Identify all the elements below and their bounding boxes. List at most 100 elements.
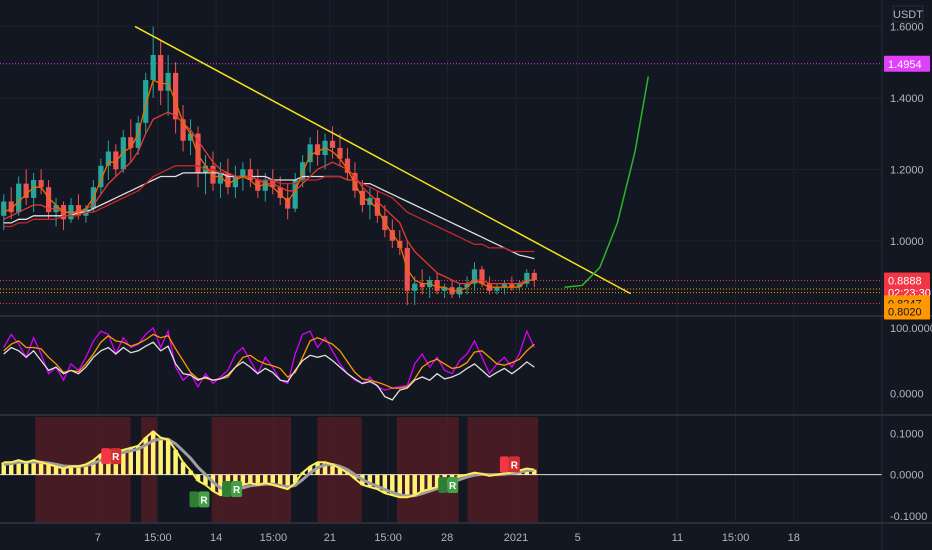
stochastic-panel xyxy=(3,326,535,401)
grid-lines xyxy=(0,0,882,522)
candle-17 xyxy=(128,119,134,163)
time-tick-label: 2021 xyxy=(504,532,528,544)
stoch-line-0 xyxy=(3,326,535,391)
candle-2 xyxy=(16,176,22,216)
candle-body xyxy=(172,72,179,120)
signal-badge xyxy=(447,476,459,493)
candle-body xyxy=(501,283,508,288)
candle-body xyxy=(187,133,194,141)
candle-34 xyxy=(255,169,261,198)
moving-average-0 xyxy=(3,172,535,260)
signal-label: R xyxy=(112,452,120,463)
candle-body xyxy=(479,269,485,284)
candle-body xyxy=(524,272,530,284)
candle-14 xyxy=(105,140,111,181)
candle-18 xyxy=(135,115,141,156)
chart-drawings[interactable] xyxy=(134,25,650,295)
signal-marker-4: R xyxy=(499,456,520,473)
price-tag-label: 1.4954 xyxy=(888,59,922,71)
candle-70 xyxy=(524,269,530,288)
candle-45 xyxy=(337,133,343,166)
candle-body xyxy=(113,151,119,170)
candle-63 xyxy=(471,262,478,291)
candle-body xyxy=(314,144,321,156)
candle-body xyxy=(143,80,149,123)
moving-average-2 xyxy=(3,111,535,285)
candle-20 xyxy=(150,26,156,98)
horizontal-levels xyxy=(0,63,882,304)
candle-1 xyxy=(8,187,14,220)
candle-body xyxy=(38,180,44,188)
candle-21 xyxy=(158,40,164,106)
candle-body xyxy=(135,122,141,148)
signal-icon xyxy=(101,448,111,465)
candle-body xyxy=(412,283,418,291)
time-tick-label: 11 xyxy=(672,532,683,544)
candle-body xyxy=(180,119,186,141)
signal-badge xyxy=(508,456,520,473)
time-tick-label: 18 xyxy=(788,532,800,544)
candle-6 xyxy=(45,180,52,220)
signal-icon xyxy=(438,476,448,493)
candle-body xyxy=(247,169,253,181)
candle-28 xyxy=(210,151,216,191)
osc-tick-label: 0.1000 xyxy=(890,428,924,440)
candle-body xyxy=(240,169,246,177)
signal-label: R xyxy=(233,485,241,496)
candle-body xyxy=(75,205,82,216)
candle-body xyxy=(277,187,283,198)
candle-body xyxy=(352,172,358,191)
candle-body xyxy=(509,283,515,288)
osc-tick-label: -0.1000 xyxy=(890,511,927,523)
stoch-tick-label: 100.0000 xyxy=(890,323,932,335)
candle-69 xyxy=(516,280,522,291)
osc-tick-label: 0.0000 xyxy=(890,470,924,482)
candle-body xyxy=(23,183,29,198)
time-axis[interactable]: 7 15:00 14 15:00 21 15:00 28 2021 5 11 15:00 18 xyxy=(95,532,800,544)
candle-body xyxy=(217,172,224,184)
price-tag-background xyxy=(884,303,930,320)
candle-5 xyxy=(38,169,44,195)
candle-body xyxy=(464,283,470,288)
signal-marker-0: R xyxy=(101,448,122,465)
candle-body xyxy=(128,137,134,148)
price-tag-label: 0.8020 xyxy=(888,306,922,318)
candle-25 xyxy=(187,119,194,156)
signal-marker-2: R xyxy=(222,481,243,498)
price-axis[interactable]: 1.6000 1.4000 1.2000 1.0000 100.0000 0.0000 0.… xyxy=(890,21,932,522)
time-tick-label: 7 xyxy=(95,532,101,544)
moving-averages xyxy=(3,79,535,292)
candle-body xyxy=(337,147,343,159)
candle-33 xyxy=(247,158,253,188)
signal-icon xyxy=(499,456,509,473)
price-tag-background xyxy=(884,55,930,72)
price-tick-label: 1.0000 xyxy=(890,236,924,248)
candle-body xyxy=(210,165,216,184)
candle-59 xyxy=(441,283,448,298)
candle-body xyxy=(307,144,313,163)
candle-body xyxy=(344,158,351,173)
candle-22 xyxy=(165,55,171,116)
candle-46 xyxy=(344,147,351,181)
signal-label: R xyxy=(511,460,519,471)
signal-markers: R R R R R xyxy=(101,448,520,508)
candle-37 xyxy=(277,176,283,206)
candle-body xyxy=(150,55,156,81)
candle-71 xyxy=(531,269,537,288)
candle-body xyxy=(471,269,478,284)
currency-label: USDT xyxy=(893,9,923,21)
time-tick-label: 15:00 xyxy=(722,532,750,544)
candle-body xyxy=(494,287,500,291)
signal-label: R xyxy=(449,481,457,492)
stoch-tick-label: 0.0000 xyxy=(890,388,924,400)
moving-average-1 xyxy=(3,165,535,253)
candle-body xyxy=(165,72,171,91)
candle-body xyxy=(434,280,440,291)
candle-body xyxy=(419,283,425,288)
candle-31 xyxy=(232,165,238,198)
signal-marker-3: R xyxy=(438,476,459,493)
candle-58 xyxy=(434,272,440,295)
candle-body xyxy=(389,230,395,241)
